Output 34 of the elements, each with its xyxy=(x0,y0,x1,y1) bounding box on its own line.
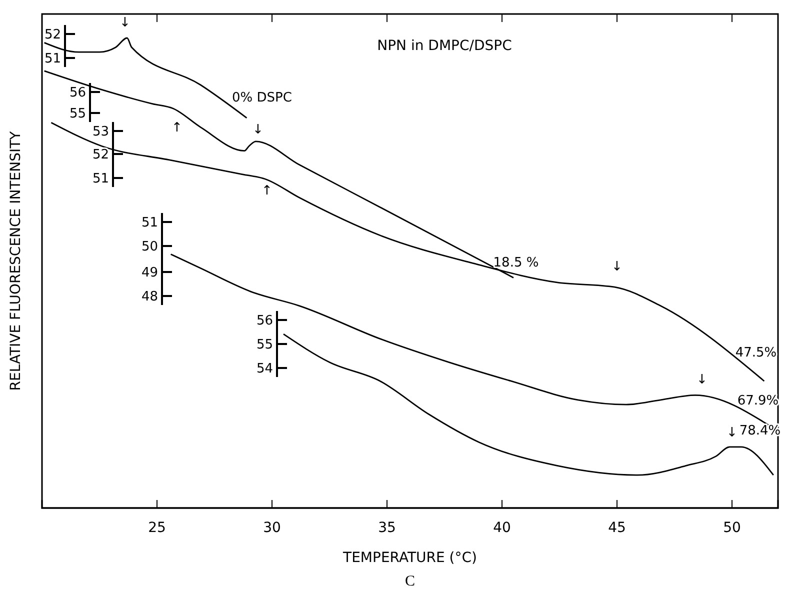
x-tick-label: 40 xyxy=(493,520,511,536)
annotation: ↑ xyxy=(262,184,272,199)
annotation: 52 xyxy=(44,28,61,43)
x-tick-label: 45 xyxy=(608,520,626,536)
annotation: 51 xyxy=(44,52,61,67)
annotation: 56 xyxy=(69,86,86,101)
annotation: 18.5 % xyxy=(493,256,539,271)
y-axis-title: RELATIVE FLUORESCENCE INTENSITY xyxy=(8,130,24,391)
annotation: ↑ xyxy=(172,120,182,136)
annotation: 53 xyxy=(92,124,109,140)
x-tick-label: 50 xyxy=(723,520,741,536)
annotation: ↓ xyxy=(612,260,622,275)
annotation: 54 xyxy=(256,362,273,377)
annotation: ↓ xyxy=(696,372,708,388)
annotation: 51 xyxy=(141,216,158,231)
annotation: ↓ xyxy=(252,122,264,138)
annotation: 56 xyxy=(256,314,273,329)
annotation: 0% DSPC xyxy=(232,90,292,106)
annotation: 55 xyxy=(69,106,86,122)
annotation: 49 xyxy=(141,266,158,281)
x-tick-label: 25 xyxy=(148,520,166,536)
x-tick-label: 35 xyxy=(378,520,396,536)
x-axis-title: TEMPERATURE (°C) xyxy=(342,550,477,566)
annotation: 50 xyxy=(141,240,158,255)
text: ↓ xyxy=(120,16,130,31)
x-tick-label: 30 xyxy=(263,520,281,536)
annotation: 51 xyxy=(92,172,109,187)
annotation: ↓ xyxy=(726,426,738,441)
chart-title: NPN in DMPC/DSPC xyxy=(377,38,512,54)
text: C xyxy=(404,573,416,590)
annotation: 47.5% xyxy=(735,346,777,361)
annotation: 48 xyxy=(141,290,158,305)
annotation: 52 xyxy=(92,148,109,163)
annotation: 55 xyxy=(256,338,273,353)
